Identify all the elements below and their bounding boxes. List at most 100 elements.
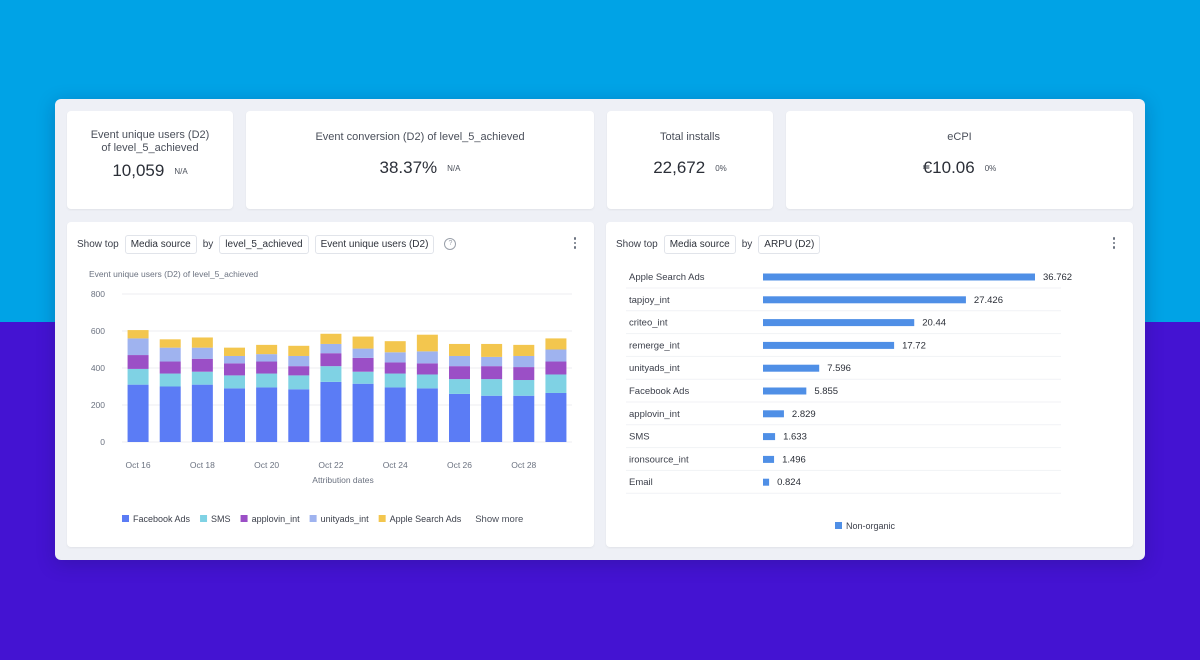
bar-segment[interactable] [352,371,374,384]
kebab-icon[interactable] [569,235,581,251]
bar-segment[interactable] [481,366,503,380]
bar-segment[interactable] [449,393,470,442]
bar-segment[interactable] [256,354,278,362]
bar-segment[interactable] [449,343,470,356]
bar-segment[interactable] [352,357,374,372]
metric-select[interactable]: Event unique users (D2) [314,234,435,254]
bar-segment[interactable] [256,373,278,388]
bar-segment[interactable] [352,336,374,349]
bar-segment[interactable] [288,345,310,356]
bar-segment[interactable] [191,358,213,372]
bar-segment[interactable] [256,344,278,355]
hbar[interactable] [763,273,1035,281]
bar-segment[interactable] [159,386,181,443]
hbar[interactable] [763,455,775,463]
bar-segment[interactable] [288,355,310,367]
bar-segment[interactable] [159,347,181,362]
group-by-select[interactable]: Media source [124,234,197,254]
bar-segment[interactable] [288,366,310,376]
kebab-icon[interactable] [1108,235,1120,251]
bar-segment[interactable] [545,392,567,442]
bar-segment[interactable] [191,371,213,385]
bar-segment[interactable] [513,380,535,396]
event-select[interactable]: level_5_achieved [219,234,309,254]
bar-segment[interactable] [481,343,503,357]
bar-segment[interactable] [127,384,149,442]
show-more-link[interactable]: Show more [475,514,523,525]
bar-segment[interactable] [224,363,245,376]
bar-segment[interactable] [481,356,503,367]
bar-segment[interactable] [384,387,406,442]
value-label: 20.44 [922,318,946,329]
hbar[interactable] [763,319,915,327]
bar-segment[interactable] [127,368,149,385]
legend-item[interactable]: SMS [211,514,231,524]
legend-item[interactable]: Non-organic [846,521,896,531]
bar-segment[interactable] [545,374,567,393]
kpi-card-total-installs[interactable]: Total installs 22,672 0% [607,111,773,209]
bar-segment[interactable] [481,395,503,442]
bar-segment[interactable] [320,366,342,382]
bar-segment[interactable] [513,355,535,368]
bar-segment[interactable] [416,334,438,352]
bar-segment[interactable] [159,373,181,387]
bar-segment[interactable] [224,388,245,442]
bar-segment[interactable] [320,353,342,367]
bar-segment[interactable] [449,379,470,394]
legend-item[interactable]: Facebook Ads [133,514,191,524]
hbar[interactable] [763,410,784,418]
bar-segment[interactable] [191,347,213,359]
bar-segment[interactable] [288,389,310,442]
bar-segment[interactable] [545,338,567,350]
bar-segment[interactable] [191,384,213,442]
question-circle-icon[interactable]: ? [444,238,457,250]
bar-segment[interactable] [384,362,406,374]
bar-segment[interactable] [416,374,438,389]
hbar[interactable] [763,296,966,304]
bar-segment[interactable] [256,361,278,374]
bar-segment[interactable] [127,338,149,356]
bar-segment[interactable] [416,363,438,375]
bar-segment[interactable] [513,344,535,356]
bar-segment[interactable] [449,355,470,367]
bar-segment[interactable] [545,361,567,375]
bar-segment[interactable] [224,375,245,389]
bar-segment[interactable] [159,339,181,348]
bar-segment[interactable] [127,355,149,369]
bar-segment[interactable] [481,379,503,396]
bar-segment[interactable] [384,341,406,353]
hbar[interactable] [763,433,776,441]
bar-segment[interactable] [320,381,342,442]
bar-segment[interactable] [449,366,470,380]
legend-item[interactable]: Apple Search Ads [390,514,462,524]
bar-segment[interactable] [320,333,342,344]
bar-segment[interactable] [416,388,438,442]
legend-item[interactable]: unityads_int [321,514,370,524]
bar-segment[interactable] [288,375,310,390]
legend-item[interactable]: applovin_int [252,514,301,524]
hbar[interactable] [763,341,895,349]
bar-segment[interactable] [384,373,406,388]
bar-segment[interactable] [384,352,406,363]
bar-segment[interactable] [191,337,213,348]
bar-segment[interactable] [513,367,535,381]
kpi-card-conversion[interactable]: Event conversion (D2) of level_5_achieve… [246,111,594,209]
hbar[interactable] [763,387,807,395]
bar-segment[interactable] [352,383,374,442]
bar-segment[interactable] [256,387,278,442]
bar-segment[interactable] [320,343,342,354]
bar-segment[interactable] [416,351,438,364]
bar-segment[interactable] [159,361,181,374]
bar-segment[interactable] [127,330,149,339]
hbar[interactable] [763,478,770,486]
bar-segment[interactable] [224,347,245,356]
kpi-card-ecpi[interactable]: eCPI €10.06 0% [786,111,1133,209]
bar-segment[interactable] [224,355,245,364]
metric-select[interactable]: ARPU (D2) [758,234,821,254]
bar-segment[interactable] [352,348,374,358]
hbar[interactable] [763,364,820,372]
bar-segment[interactable] [545,349,567,362]
group-by-select[interactable]: Media source [663,234,736,254]
bar-segment[interactable] [513,395,535,442]
kpi-card-unique-users[interactable]: Event unique users (D2) of level_5_achie… [67,111,233,209]
